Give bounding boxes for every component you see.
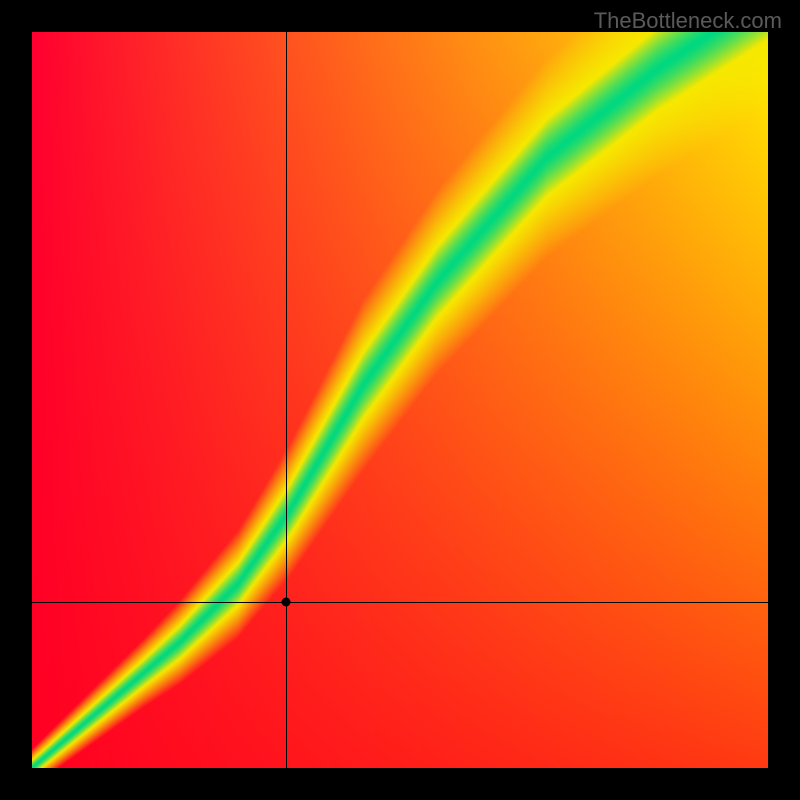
selection-marker <box>281 598 290 607</box>
heatmap-canvas <box>32 32 768 768</box>
bottleneck-heatmap-plot <box>32 32 768 768</box>
watermark-text: TheBottleneck.com <box>594 8 782 34</box>
crosshair-horizontal <box>32 602 768 603</box>
crosshair-vertical <box>286 32 287 768</box>
